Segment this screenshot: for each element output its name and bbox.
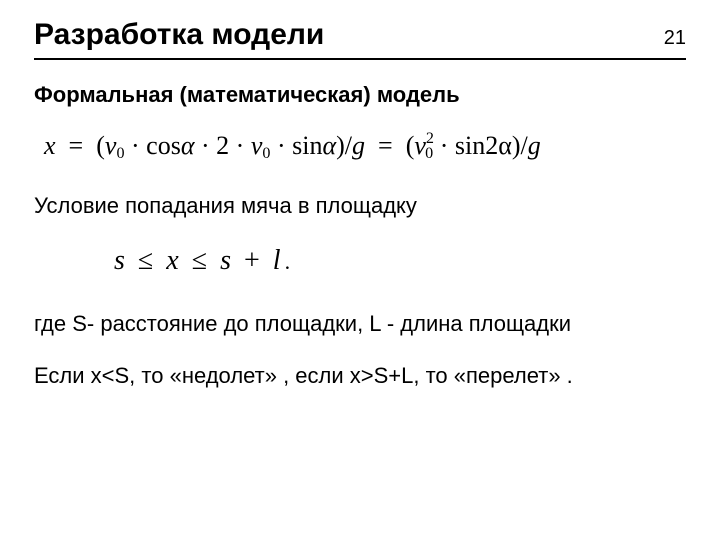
slide-title: Разработка модели <box>34 18 324 52</box>
where-line: где S- расстояние до площадки, L - длина… <box>34 311 686 337</box>
page-number: 21 <box>664 27 686 50</box>
title-rule <box>34 58 686 60</box>
subheading-formal-model: Формальная (математическая) модель <box>34 82 686 108</box>
formula-distance-expr: x = (v0 · cosα · 2 · v0 · sinα)/g = (v20… <box>44 131 541 160</box>
formula-distance: x = (v0 · cosα · 2 · v0 · sinα)/g = (v20… <box>44 130 686 163</box>
formula-inequality: s ≤ x ≤ s + l. <box>114 245 686 277</box>
condition-line: Если x<S, то «недолет» , если x>S+L, то … <box>34 363 686 389</box>
header-row: Разработка модели 21 <box>34 18 686 52</box>
subheading-hit-condition: Условие попадания мяча в площадку <box>34 193 686 219</box>
formula-inequality-expr: s ≤ x ≤ s + l. <box>114 245 290 276</box>
slide: Разработка модели 21 Формальная (математ… <box>0 0 720 540</box>
